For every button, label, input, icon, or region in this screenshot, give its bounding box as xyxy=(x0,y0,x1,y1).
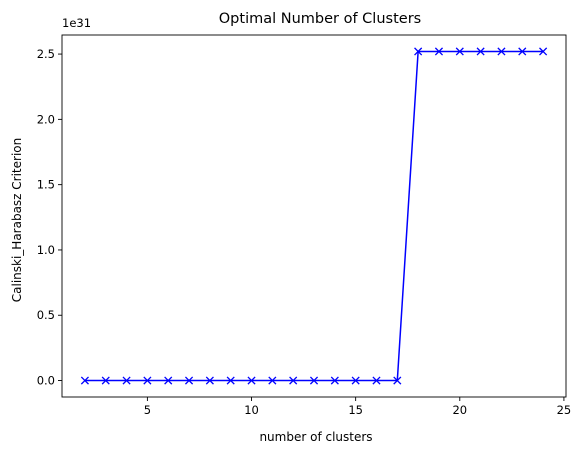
y-axis-multiplier: 1e31 xyxy=(62,16,91,30)
y-tick-label: 2.5 xyxy=(37,47,55,61)
data-point-marker xyxy=(393,376,402,385)
data-point-marker xyxy=(476,47,485,56)
y-tick-label: 0.0 xyxy=(37,374,55,388)
x-tick-label: 15 xyxy=(348,403,363,417)
marker-stroke xyxy=(226,376,235,385)
data-point-marker xyxy=(414,47,423,56)
data-point-marker xyxy=(289,376,298,385)
marker-stroke xyxy=(143,376,152,385)
x-tick-label: 20 xyxy=(452,403,467,417)
marker-stroke xyxy=(80,376,89,385)
data-point-marker xyxy=(309,376,319,385)
marker-stroke xyxy=(497,47,506,56)
data-point-marker xyxy=(143,376,152,385)
marker-stroke xyxy=(247,376,256,385)
data-point-marker xyxy=(497,47,506,56)
marker-stroke xyxy=(518,47,527,56)
marker-stroke xyxy=(414,47,423,56)
marker-stroke xyxy=(476,47,485,56)
x-tick-label: 25 xyxy=(557,403,572,417)
series-line xyxy=(84,50,544,382)
data-point-marker xyxy=(122,376,131,385)
data-point-marker xyxy=(164,376,173,385)
marker-stroke xyxy=(289,376,298,385)
data-point-marker xyxy=(330,376,339,385)
data-point-marker xyxy=(455,47,464,56)
marker-stroke xyxy=(164,376,173,385)
y-tick-label: 2.0 xyxy=(37,112,55,126)
marker-stroke xyxy=(309,376,319,385)
marker-stroke xyxy=(393,376,402,385)
x-axis-label: number of clusters xyxy=(259,430,372,444)
data-point-marker xyxy=(247,376,256,385)
data-point-marker xyxy=(372,376,381,385)
y-tick-label: 0.5 xyxy=(37,308,55,322)
data-point-marker xyxy=(101,376,110,385)
data-point-marker xyxy=(205,376,214,385)
data-point-marker xyxy=(518,47,527,56)
data-point-marker xyxy=(351,376,360,385)
y-tick-label: 1.0 xyxy=(37,243,55,257)
marker-stroke xyxy=(330,376,339,385)
data-point-marker xyxy=(268,376,277,385)
data-point-marker xyxy=(226,376,235,385)
data-point-marker xyxy=(80,376,89,385)
marker-stroke xyxy=(434,47,444,56)
marker-stroke xyxy=(455,47,464,56)
y-tick-label: 1.5 xyxy=(37,178,55,192)
marker-stroke xyxy=(122,376,131,385)
marker-stroke xyxy=(101,376,110,385)
marker-stroke xyxy=(268,376,277,385)
marker-stroke xyxy=(184,376,194,385)
axes-frame xyxy=(61,34,567,398)
data-point-marker xyxy=(539,47,548,56)
data-point-marker xyxy=(434,47,444,56)
data-point-marker xyxy=(184,376,194,385)
marker-stroke xyxy=(205,376,214,385)
x-tick-label: 5 xyxy=(144,403,151,417)
y-axis-label: Calinski_Harabasz Criterion xyxy=(10,138,24,303)
chart-title: Optimal Number of Clusters xyxy=(219,11,421,27)
marker-stroke xyxy=(372,376,381,385)
marker-stroke xyxy=(539,47,548,56)
plot-area: 5 10 15 20 25 0.0 0.5 1.0 1.5 2.0 2.5 xyxy=(37,34,572,417)
marker-stroke xyxy=(351,376,360,385)
x-tick-label: 10 xyxy=(244,403,259,417)
